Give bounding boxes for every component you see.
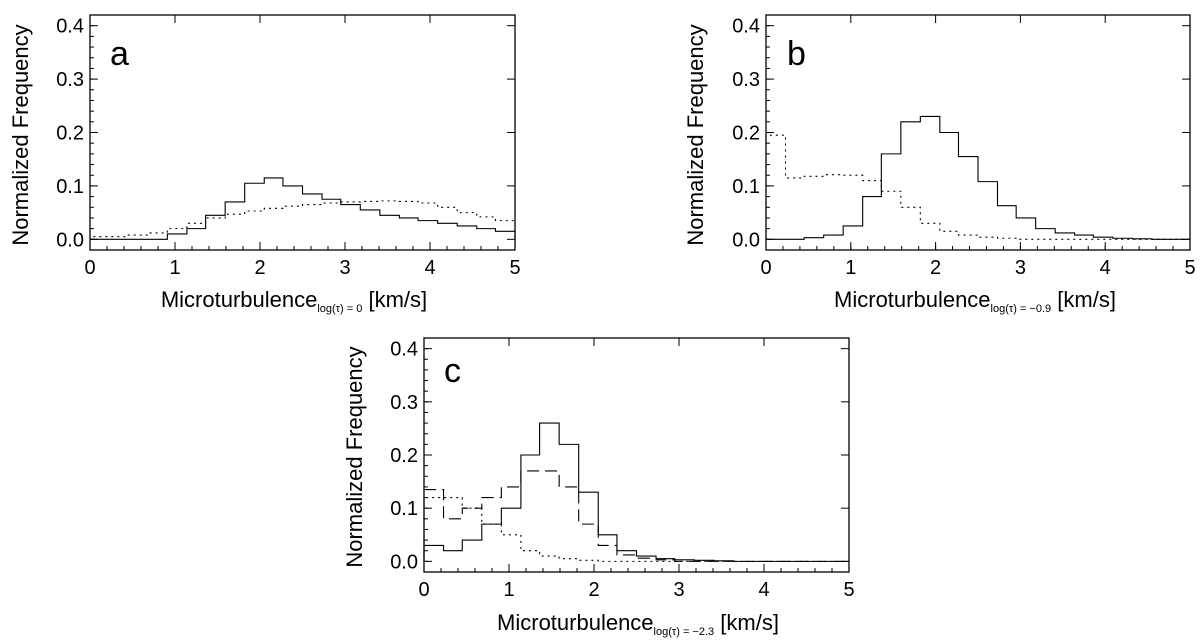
panel-a-xlabel: Microturbulencelog(τ) = 0 [km/s]	[161, 287, 427, 315]
panel-a-frame	[89, 14, 516, 251]
panel-a-x-tick-label: 1	[169, 257, 180, 279]
panel-b: b Normalized Frequency Microturbulencelo…	[683, 14, 1196, 315]
panel-c-y-tick-label: 0.1	[390, 498, 418, 520]
panel-c-x-tick-label: 3	[673, 579, 684, 601]
panel-a-x-tick-label: 5	[509, 257, 520, 279]
panel-c-xlabel: Microturbulencelog(τ) = −2.3 [km/s]	[497, 610, 779, 638]
panel-a-x-tick-label: 4	[424, 257, 435, 279]
panel-a-series-dotted	[89, 200, 516, 240]
panel-a-xlabel-unit: [km/s]	[368, 287, 427, 312]
panel-a-y-tick-label: 0.2	[56, 123, 84, 145]
panel-b-ylabel: Normalized Frequency	[683, 24, 708, 245]
panel-a-ylabel: Normalized Frequency	[8, 24, 33, 245]
panel-c-y-tick-label: 0.3	[390, 392, 418, 414]
panel-b-y-tick-label: 0.1	[732, 176, 760, 198]
panel-c-xlabel-sub: log(τ) = −2.3	[654, 626, 715, 638]
panel-b-series-solid	[766, 115, 1190, 240]
panel-a-x-tick-label: 3	[339, 257, 350, 279]
panel-b-x-tick-label: 5	[1184, 257, 1195, 279]
panel-c-y-tick-label: 0.4	[390, 339, 418, 361]
panel-b-xlabel: Microturbulencelog(τ) = −0.9 [km/s]	[834, 287, 1116, 315]
panel-c: c Normalized Frequency Microturbulencelo…	[342, 337, 855, 638]
panel-c-x-tick-label: 1	[503, 579, 514, 601]
panel-a-y-tick-label: 0.0	[56, 229, 84, 251]
panel-a-letter: a	[110, 35, 129, 73]
panel-c-x-tick-label: 5	[843, 579, 854, 601]
panel-a: a Normalized Frequency Microturbulencelo…	[8, 14, 521, 315]
panel-c-x-tick-label: 2	[588, 579, 599, 601]
panel-a-x-tick-label: 0	[84, 257, 95, 279]
panel-c-x-tick-label: 4	[758, 579, 769, 601]
panel-b-series-dotted	[765, 134, 1190, 240]
panel-a-y-tick-label: 0.1	[56, 176, 84, 198]
panel-c-ylabel: Normalized Frequency	[342, 346, 367, 567]
panel-c-frame	[423, 337, 850, 573]
panel-a-series-solid	[90, 177, 516, 240]
panel-b-y-tick-label: 0.3	[732, 69, 760, 91]
panel-a-x-tick-label: 2	[254, 257, 265, 279]
panel-c-xlabel-main: Microturbulence	[497, 610, 654, 635]
panel-a-xlabel-sub: log(τ) = 0	[317, 303, 362, 315]
panel-b-x-tick-label: 1	[845, 257, 856, 279]
panel-b-letter: b	[787, 35, 806, 73]
panel-a-y-tick-label: 0.4	[56, 16, 84, 38]
panel-c-y-tick-label: 0.2	[390, 445, 418, 467]
panel-b-xlabel-unit: [km/s]	[1057, 287, 1116, 312]
panel-b-x-tick-label: 0	[760, 257, 771, 279]
panel-b-frame	[765, 14, 1191, 251]
panel-c-x-tick-label: 0	[418, 579, 429, 601]
panel-b-y-tick-label: 0.0	[732, 229, 760, 251]
panel-b-x-tick-label: 3	[1015, 257, 1026, 279]
panel-c-series-dashed	[423, 470, 849, 562]
panel-c-y-tick-label: 0.0	[390, 551, 418, 573]
panel-c-series-solid	[423, 422, 849, 562]
panel-b-xlabel-main: Microturbulence	[834, 287, 991, 312]
panel-b-x-tick-label: 4	[1100, 257, 1111, 279]
panel-a-y-tick-label: 0.3	[56, 69, 84, 91]
panel-c-xlabel-unit: [km/s]	[720, 610, 779, 635]
panel-b-y-tick-label: 0.4	[732, 16, 760, 38]
panel-c-letter: c	[444, 352, 461, 390]
panel-b-x-tick-label: 2	[930, 257, 941, 279]
panel-a-xlabel-main: Microturbulence	[161, 287, 318, 312]
panel-b-xlabel-sub: log(τ) = −0.9	[991, 303, 1052, 315]
panel-b-y-tick-label: 0.2	[732, 123, 760, 145]
